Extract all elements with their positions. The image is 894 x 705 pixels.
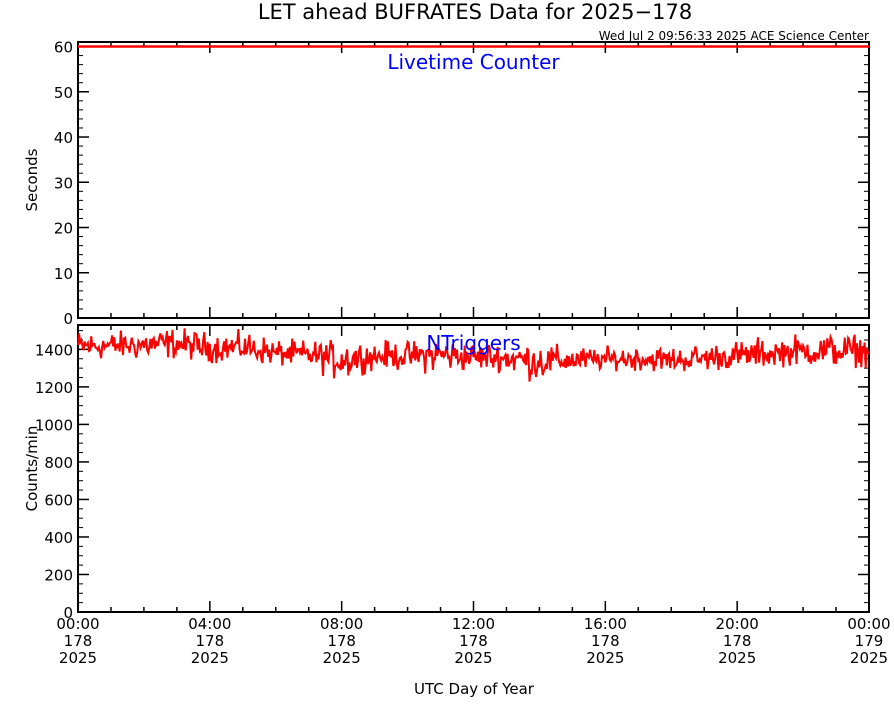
ntriggers-ytick-label: 400 <box>44 529 73 547</box>
xtick-day-label: 178 <box>327 632 356 650</box>
xtick-time-label: 12:00 <box>452 615 495 633</box>
xtick-day-label: 179 <box>855 632 884 650</box>
xtick-time-label: 20:00 <box>716 615 759 633</box>
xtick-year-label: 2025 <box>454 649 492 667</box>
ntriggers-ytick-label: 600 <box>44 491 73 509</box>
xtick-time-label: 08:00 <box>320 615 363 633</box>
livetime-ytick-label: 30 <box>54 174 73 192</box>
xtick-year-label: 2025 <box>850 649 888 667</box>
xtick-time-label: 16:00 <box>584 615 627 633</box>
xtick-day-label: 178 <box>64 632 93 650</box>
xtick-day-label: 178 <box>459 632 488 650</box>
xtick-day-label: 178 <box>591 632 620 650</box>
ntriggers-ytick-label: 200 <box>44 566 73 584</box>
xtick-year-label: 2025 <box>59 649 97 667</box>
xtick-time-label: 00:00 <box>56 615 99 633</box>
ntriggers-panel-title: NTriggers <box>426 331 520 355</box>
livetime-ytick-label: 10 <box>54 265 73 283</box>
livetime-ytick-label: 20 <box>54 220 73 238</box>
ntriggers-ytick-label: 1400 <box>35 341 73 359</box>
xtick-year-label: 2025 <box>718 649 756 667</box>
livetime-ytick-label: 50 <box>54 84 73 102</box>
xtick-year-label: 2025 <box>323 649 361 667</box>
xtick-day-label: 178 <box>196 632 225 650</box>
chart-title: LET ahead BUFRATES Data for 2025−178 <box>258 0 692 24</box>
ntriggers-ytick-label: 1200 <box>35 379 73 397</box>
timestamp-label: Wed Jul 2 09:56:33 2025 ACE Science Cent… <box>599 29 869 43</box>
ntriggers-panel: 0 200 400 600 800 1000 1200 1400 Counts/min NTrig… <box>23 324 870 622</box>
x-axis-label: UTC Day of Year <box>414 680 535 698</box>
livetime-panel: 0 10 20 30 40 50 60 Seconds Livetime Counter <box>23 39 870 328</box>
livetime-panel-title: Livetime Counter <box>387 50 560 74</box>
ntriggers-plot-frame <box>77 324 870 613</box>
ntriggers-ytick-label: 1000 <box>35 416 73 434</box>
livetime-plot-frame <box>77 41 870 319</box>
xtick-time-label: 04:00 <box>188 615 231 633</box>
livetime-ytick-label: 60 <box>54 39 73 57</box>
ntriggers-ytick-label: 0 <box>63 604 73 622</box>
ntriggers-ytick-label: 800 <box>44 454 73 472</box>
ntriggers-y-axis-label: Counts/min <box>23 426 41 512</box>
ntriggers-series-line <box>77 328 870 382</box>
livetime-ytick-label: 0 <box>63 310 73 328</box>
xtick-year-label: 2025 <box>586 649 624 667</box>
xtick-day-label: 178 <box>723 632 752 650</box>
xtick-year-label: 2025 <box>191 649 229 667</box>
xtick-time-label: 00:00 <box>847 615 890 633</box>
x-axis-tick-labels: 00:00178202504:00178202508:00178202512:0… <box>56 615 890 667</box>
livetime-ytick-label: 40 <box>54 129 73 147</box>
livetime-y-axis-label: Seconds <box>23 148 41 211</box>
